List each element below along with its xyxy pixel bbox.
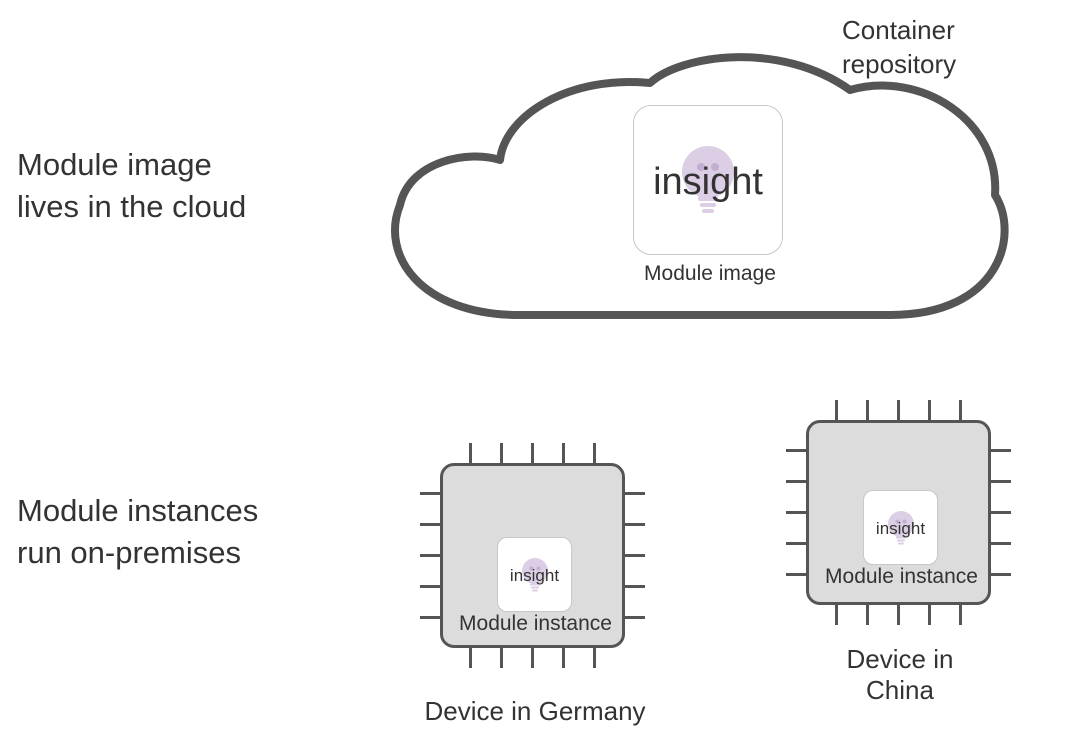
chip-pin [420,585,440,588]
chip-pin [991,480,1011,483]
chip-pin [500,648,503,668]
chip-pin [786,573,806,576]
insight-label-large: insight [653,161,763,204]
chip-pin [835,400,838,420]
chip-pin [959,605,962,625]
module-image-label: Module image [640,262,780,286]
chip-pin [625,616,645,619]
chip-pin [625,523,645,526]
chip-pin [420,523,440,526]
chip-pin [420,554,440,557]
chip-pin [593,443,596,463]
chip-pin [866,400,869,420]
chip-pin [531,443,534,463]
chip-pin [420,492,440,495]
device-china-label: Device in China [810,644,990,706]
chip-pin [928,605,931,625]
module-instance-tile-2: insight [863,490,938,565]
module-instance-label-2: Module instance [819,565,984,589]
chip-pin [625,585,645,588]
chip-pin [897,400,900,420]
module-instance-label-1: Module instance [453,612,618,636]
chip-pin [786,449,806,452]
module-image-tile: insight [633,105,783,255]
chip-pin [786,480,806,483]
chip-pin [928,400,931,420]
chip-pin [625,554,645,557]
insight-label-small-1: insight [510,566,559,586]
chip-pin [959,400,962,420]
device-germany-label: Device in Germany [415,696,655,727]
chip-pin [562,443,565,463]
chip-pin [991,511,1011,514]
chip-pin [991,542,1011,545]
chip-pin [531,648,534,668]
chip-pin [500,443,503,463]
chip-pin [786,542,806,545]
chip-pin [991,573,1011,576]
insight-label-small-2: insight [876,519,925,539]
chip-pin [420,616,440,619]
chip-pin [593,648,596,668]
cloud-caption: Module image lives in the cloud [17,144,246,228]
chip-pin [991,449,1011,452]
onprem-caption: Module instances run on-premises [17,490,258,574]
chip-pin [469,443,472,463]
chip-pin [786,511,806,514]
chip-pin [469,648,472,668]
chip-pin [866,605,869,625]
module-instance-tile-1: insight [497,537,572,612]
chip-pin [562,648,565,668]
chip-pin [835,605,838,625]
chip-pin [897,605,900,625]
chip-pin [625,492,645,495]
